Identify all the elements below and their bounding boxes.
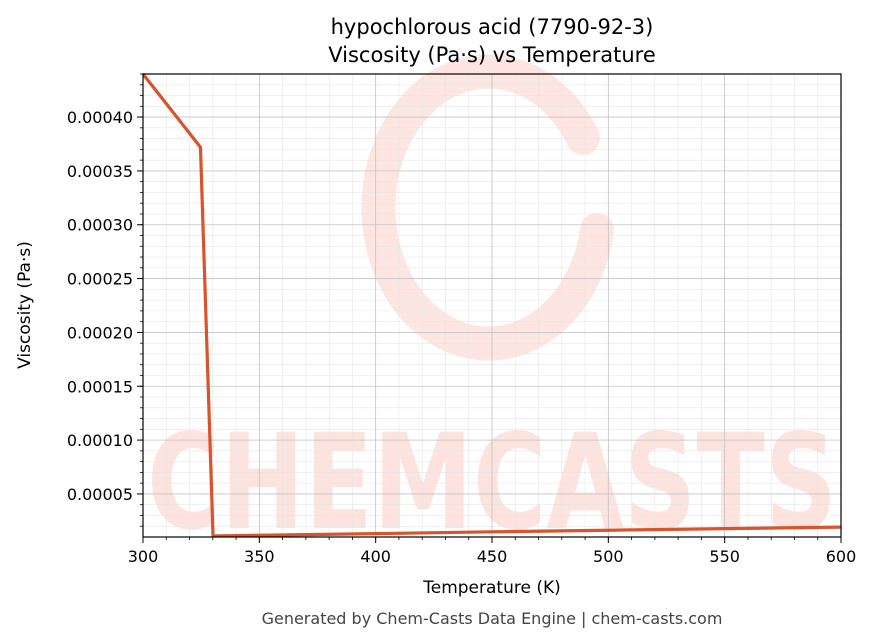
footer-credit: Generated by Chem-Casts Data Engine | ch…	[262, 609, 723, 628]
axis-ticks	[137, 73, 842, 543]
x-axis-label: Temperature (K)	[422, 578, 561, 598]
y-tick-labels: 0.00005 0.00010 0.00015 0.00020 0.00025 0.000…	[67, 108, 133, 504]
chart-subtitle: Viscosity (Pa·s) vs Temperature	[328, 43, 656, 67]
x-tick-label: 300	[128, 547, 159, 566]
x-tick-labels: 300 350 400 450 500 550 600	[128, 547, 857, 566]
watermark-c-logo	[361, 54, 614, 361]
y-tick-label: 0.00025	[67, 270, 133, 289]
x-tick-label: 400	[360, 547, 391, 566]
x-tick-label: 350	[244, 547, 275, 566]
x-tick-label: 500	[593, 547, 624, 566]
y-tick-label: 0.00010	[67, 431, 133, 450]
chart-title: hypochlorous acid (7790-92-3)	[331, 15, 654, 39]
y-tick-label: 0.00015	[67, 377, 133, 396]
y-tick-label: 0.00035	[67, 162, 133, 181]
y-tick-label: 0.00040	[67, 108, 133, 127]
y-tick-label: 0.00030	[67, 216, 133, 235]
y-tick-label: 0.00005	[67, 485, 133, 504]
y-axis-label: Viscosity (Pa·s)	[15, 241, 35, 369]
x-tick-label: 600	[826, 547, 857, 566]
series-layer	[143, 73, 841, 538]
y-tick-label: 0.00020	[67, 323, 133, 342]
x-tick-label: 450	[477, 547, 508, 566]
viscosity-line	[143, 73, 841, 538]
x-tick-label: 550	[709, 547, 740, 566]
